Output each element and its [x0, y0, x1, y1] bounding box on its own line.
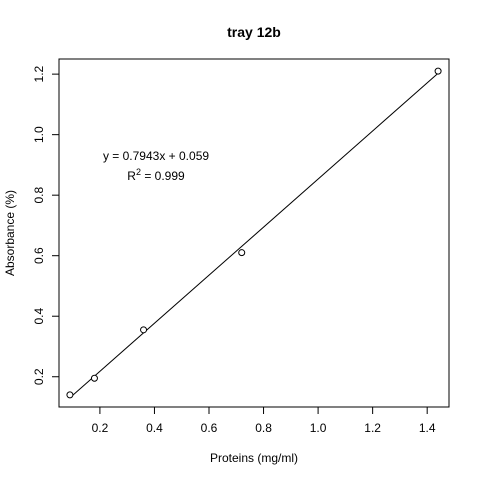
x-tick-label: 1.4 — [419, 421, 436, 435]
r2-value: = 0.999 — [141, 169, 185, 183]
r2-superscript: 2 — [136, 167, 141, 177]
r2-prefix: R — [127, 169, 136, 183]
y-tick-label: 0.6 — [32, 247, 46, 264]
y-axis-label: Absorbance (%) — [3, 190, 17, 276]
y-tick-label: 0.4 — [32, 308, 46, 325]
equation-annotation: y = 0.7943x + 0.059 — [103, 149, 209, 163]
x-tick-label: 1.2 — [364, 421, 381, 435]
y-tick-label: 0.8 — [32, 187, 46, 204]
y-axis: 0.2 0.4 0.6 0.8 1.0 1.2 — [32, 65, 59, 385]
x-tick-label: 0.2 — [92, 421, 109, 435]
plot-frame — [58, 58, 450, 408]
y-tick-label: 1.0 — [32, 126, 46, 143]
chart-title: tray 12b — [227, 24, 281, 40]
x-tick-label: 0.4 — [146, 421, 163, 435]
data-point — [434, 67, 442, 75]
data-point — [90, 374, 98, 382]
x-axis-label: Proteins (mg/ml) — [210, 451, 298, 465]
data-point — [140, 326, 148, 334]
x-tick-label: 0.6 — [201, 421, 218, 435]
y-tick-label: 1.2 — [32, 65, 46, 82]
fit-line — [69, 72, 439, 399]
data-points — [66, 67, 442, 399]
x-tick-label: 0.8 — [255, 421, 272, 435]
r2-annotation: R2 = 0.999 — [127, 167, 185, 183]
x-axis: 0.2 0.4 0.6 0.8 1.0 1.2 1.4 — [92, 407, 436, 435]
y-tick-label: 0.2 — [32, 368, 46, 385]
data-point — [238, 249, 246, 257]
data-point — [66, 391, 74, 399]
x-tick-label: 1.0 — [310, 421, 327, 435]
